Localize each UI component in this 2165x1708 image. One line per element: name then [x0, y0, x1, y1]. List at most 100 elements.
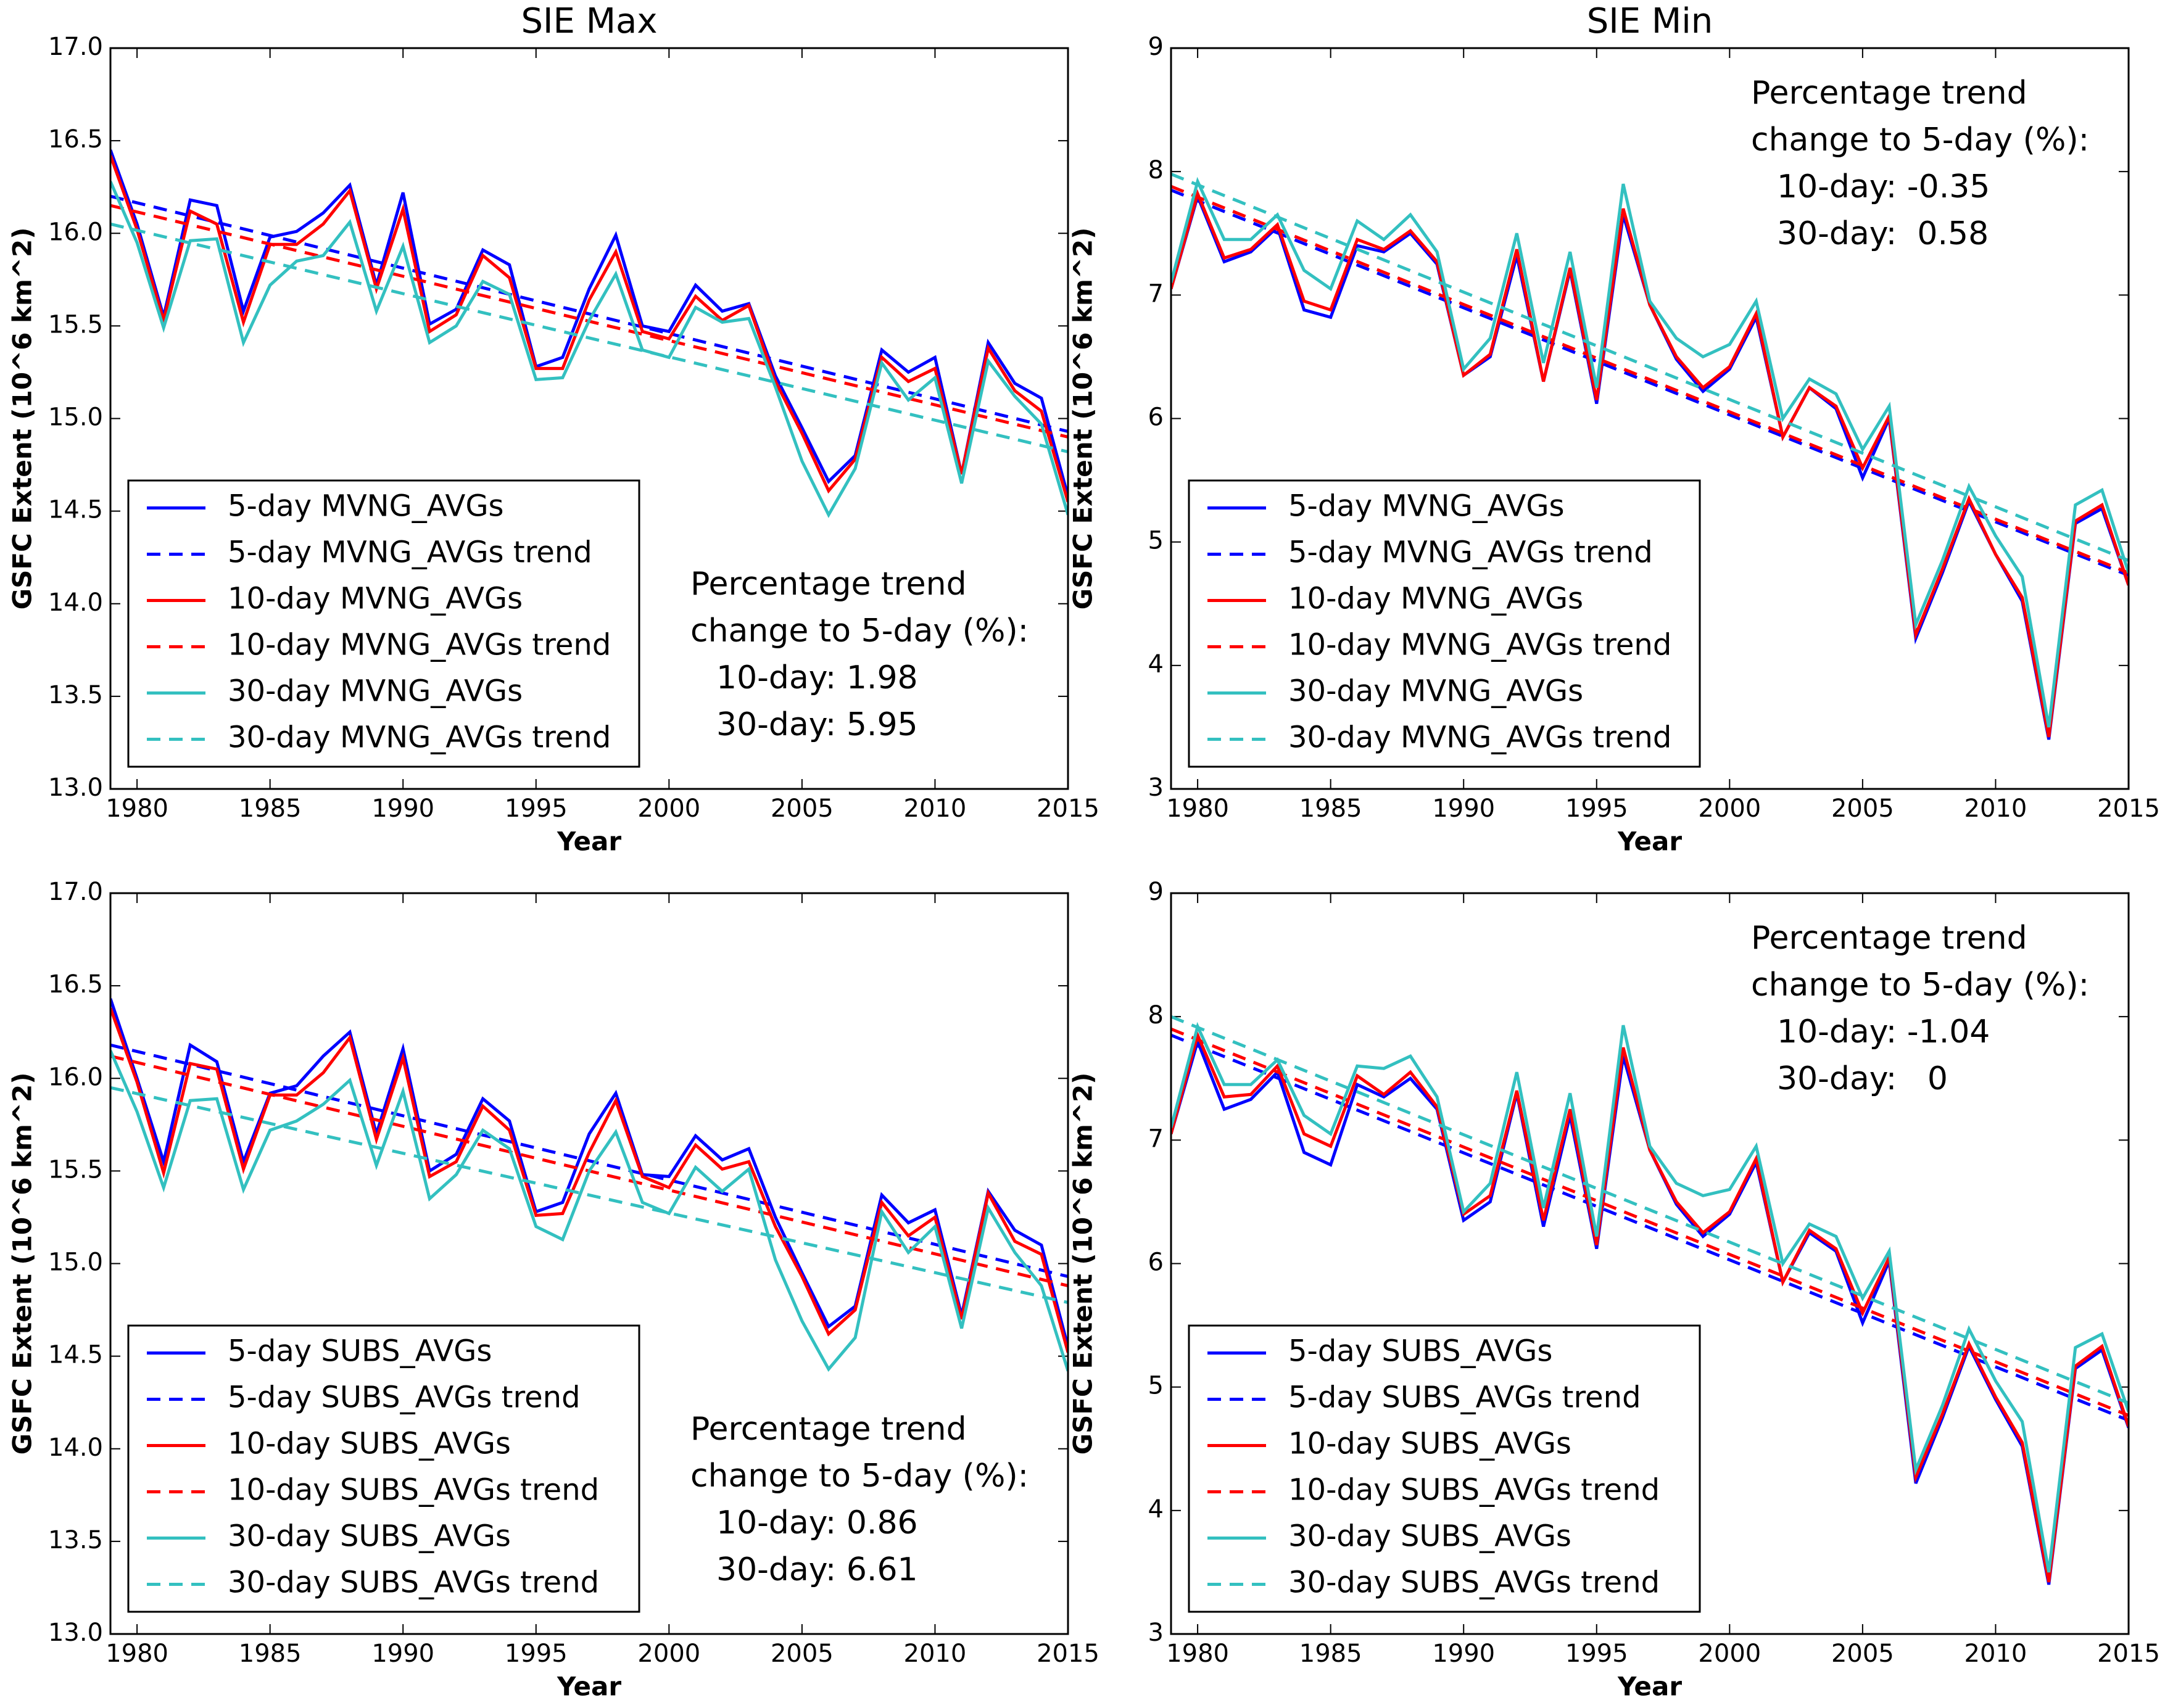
y-tick-label: 6: [1148, 1248, 1164, 1277]
x-tick-label: 2010: [904, 794, 967, 823]
y-tick-label: 14.5: [48, 496, 103, 524]
y-tick-label: 3: [1148, 1619, 1164, 1647]
legend-label: 30-day MVNG_AVGs: [228, 674, 523, 709]
annotation: 10-day: 0.86: [716, 1504, 918, 1541]
trend-line: [110, 194, 1068, 433]
x-tick-label: 2010: [1964, 794, 2027, 823]
y-tick-label: 4: [1148, 1495, 1164, 1524]
trend-line: [110, 1086, 1068, 1305]
annotation: Percentage trend: [690, 1411, 967, 1448]
x-tick-label: 1995: [1565, 1640, 1628, 1668]
plot-frame: [109, 892, 1069, 1635]
y-tick-label: 13.5: [48, 681, 103, 709]
y-tick-label: 15.0: [48, 1248, 103, 1277]
legend-label: 5-day SUBS_AVGs: [1288, 1334, 1552, 1369]
trend-line: [1171, 1015, 2129, 1405]
x-axis-label: Year: [557, 1672, 621, 1702]
x-tick-label: 2005: [771, 1640, 834, 1668]
annotation: Percentage trend: [1751, 75, 2027, 112]
legend-label: 5-day MVNG_AVGs: [1288, 489, 1565, 524]
legend-label: 5-day MVNG_AVGs: [228, 489, 504, 524]
chart: Year GSFC Extent (10^6 km^2) 1980 1985 1990 1…: [7, 878, 1099, 1702]
chart: SIE Min Year GSFC Extent (10^6 km^2) 1980 19…: [1068, 1, 2160, 856]
y-tick-label: 13.0: [48, 1619, 103, 1647]
y-tick-label: 13.0: [48, 774, 103, 802]
x-tick-label: 1995: [505, 794, 568, 823]
annotation: 30-day: 0: [1777, 1060, 1948, 1097]
annotation: 30-day: 5.95: [716, 706, 918, 743]
y-tick-label: 16.0: [48, 218, 103, 246]
trend-line: [1171, 172, 2129, 563]
x-tick-label: 1995: [1565, 794, 1628, 823]
plot-frame: [1170, 47, 2130, 790]
plot-frame: [1170, 892, 2130, 1635]
y-tick-label: 7: [1148, 1124, 1164, 1153]
series-line: [1171, 1030, 2129, 1583]
y-tick-label: 17.0: [48, 878, 103, 906]
legend-box: [127, 1324, 640, 1613]
series-line: [110, 181, 1068, 518]
y-axis-label: GSFC Extent (10^6 km^2): [1068, 228, 1098, 610]
legend-label: 10-day SUBS_AVGs trend: [228, 1473, 599, 1508]
y-tick-label: 13.5: [48, 1526, 103, 1554]
annotation: 30-day: 6.61: [716, 1551, 918, 1588]
y-tick-label: 15.0: [48, 403, 103, 432]
series-line: [110, 155, 1068, 503]
x-axis-label: Year: [1617, 1672, 1682, 1702]
annotation: 10-day: -0.35: [1777, 168, 1990, 205]
plot-frame: [109, 47, 1069, 790]
x-tick-label: 2015: [1037, 794, 1099, 823]
legend-label: 30-day SUBS_AVGs: [1288, 1519, 1571, 1554]
x-tick-label: 1990: [1432, 794, 1495, 823]
legend-label: 30-day MVNG_AVGs: [1288, 674, 1583, 709]
y-tick-label: 6: [1148, 403, 1164, 432]
annotation: change to 5-day (%):: [690, 613, 1029, 650]
legend-label: 10-day SUBS_AVGs: [228, 1427, 511, 1461]
legend-label: 30-day MVNG_AVGs trend: [1288, 720, 1671, 755]
annotation: change to 5-day (%):: [1751, 122, 2089, 159]
x-axis-label: Year: [557, 827, 621, 857]
x-tick-label: 1980: [1166, 794, 1229, 823]
y-tick-label: 5: [1148, 1372, 1164, 1400]
trend-line: [1171, 1033, 2129, 1422]
y-tick-label: 8: [1148, 1001, 1164, 1029]
legend-box: [127, 479, 640, 768]
x-tick-label: 2005: [771, 794, 834, 823]
x-tick-label: 1980: [106, 1640, 168, 1668]
y-tick-label: 15.5: [48, 310, 103, 339]
x-tick-label: 1985: [1299, 794, 1362, 823]
x-tick-label: 2010: [904, 1640, 967, 1668]
y-tick-label: 16.5: [48, 125, 103, 154]
legend-label: 10-day MVNG_AVGs trend: [228, 628, 611, 662]
annotation: 10-day: -1.04: [1777, 1013, 1990, 1050]
x-tick-label: 2000: [1698, 1640, 1761, 1668]
legend-label: 10-day MVNG_AVGs: [1288, 582, 1583, 616]
x-tick-label: 2005: [1831, 1640, 1894, 1668]
x-tick-label: 1980: [1166, 1640, 1229, 1668]
y-axis-label: GSFC Extent (10^6 km^2): [7, 228, 38, 610]
x-tick-label: 1995: [505, 1640, 568, 1668]
y-tick-label: 14.0: [48, 1434, 103, 1462]
y-axis-label: GSFC Extent (10^6 km^2): [1068, 1073, 1098, 1455]
annotation: 30-day: 0.58: [1777, 215, 1989, 252]
y-tick-label: 14.0: [48, 588, 103, 617]
legend-label: 10-day MVNG_AVGs trend: [1288, 628, 1671, 662]
legend-label: 30-day MVNG_AVGs trend: [228, 720, 611, 755]
legend-label: 5-day SUBS_AVGs trend: [228, 1380, 581, 1415]
x-tick-label: 1985: [239, 794, 302, 823]
y-tick-label: 5: [1148, 527, 1164, 555]
legend-label: 30-day SUBS_AVGs trend: [228, 1566, 599, 1600]
legend-label: 5-day MVNG_AVGs trend: [1288, 535, 1653, 570]
legend-label: 10-day MVNG_AVGs: [228, 582, 523, 616]
chart-title: SIE Min: [1587, 1, 1713, 41]
trend-line: [1171, 188, 2129, 577]
series-line: [1171, 176, 2129, 728]
legend-box: [1188, 479, 1701, 768]
x-tick-label: 2010: [1964, 1640, 2027, 1668]
x-tick-label: 2000: [637, 1640, 700, 1668]
chart: SIE Max Year GSFC Extent (10^6 km^2) 1980 19…: [7, 1, 1099, 856]
legend-label: 5-day SUBS_AVGs trend: [1288, 1380, 1641, 1415]
annotation: 10-day: 1.98: [716, 659, 918, 696]
x-tick-label: 1985: [239, 1640, 302, 1668]
